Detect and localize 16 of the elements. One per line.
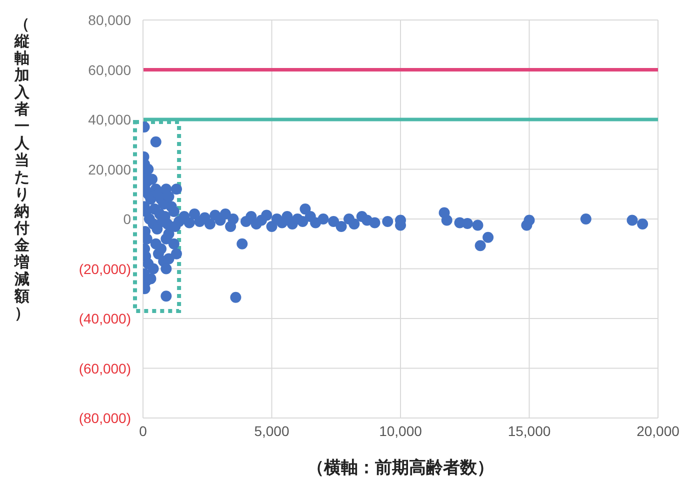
x-tick-label: 0: [139, 422, 148, 439]
y-axis-title: （縦軸加入者一人当たり納付金増減額）: [13, 16, 30, 322]
y-tick-label: (20,000): [78, 260, 131, 277]
x-tick-label: 10,000: [379, 422, 422, 439]
y-tick-label: (60,000): [78, 360, 131, 376]
x-axis-title: （横軸：前期高齢者数）: [306, 457, 495, 479]
x-tick-label: 15,000: [508, 422, 551, 439]
y-tick-label: (40,000): [78, 310, 131, 326]
y-tick-label: 20,000: [88, 161, 132, 178]
y-tick-label: 40,000: [88, 112, 132, 128]
x-tick-label: 5,000: [254, 422, 290, 439]
y-tick-label: (80,000): [78, 410, 131, 426]
y-tick-label: 80,000: [88, 12, 132, 28]
x-tick-label: 20,000: [636, 422, 680, 439]
y-tick-label: 60,000: [88, 62, 132, 78]
y-tick-label: 0: [123, 211, 132, 227]
